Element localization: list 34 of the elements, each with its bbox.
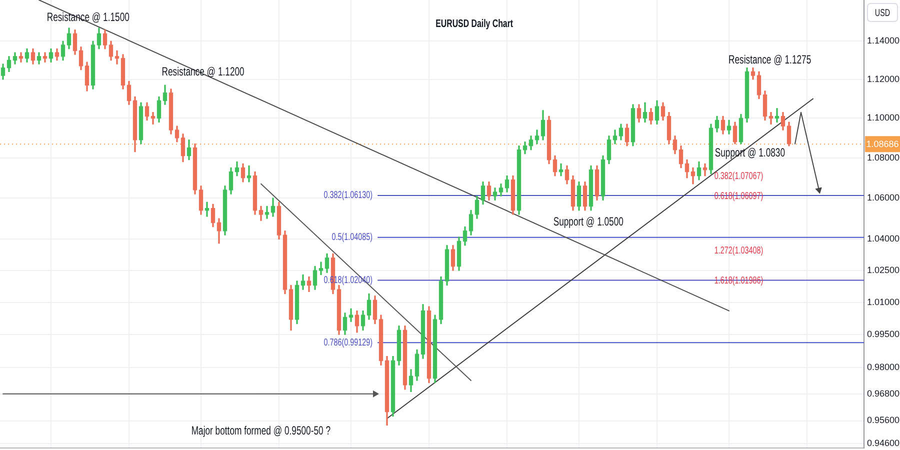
annotation: Support @ 1.0500 <box>553 216 624 229</box>
ref-line-label: 0.5(1.04085) <box>332 230 373 242</box>
ref-line-label: 0.786(0.99129) <box>324 336 373 348</box>
annotation: 1.272(1.03408) <box>714 244 764 256</box>
y-axis-title: USD <box>874 6 890 18</box>
y-tick-label: 1.08000 <box>867 152 900 162</box>
y-tick-label: 0.95600 <box>867 415 900 426</box>
y-tick-label: 0.98000 <box>867 362 900 372</box>
ref-line-label: 1.08686 <box>866 139 899 150</box>
y-tick-label: 1.14000 <box>867 36 900 46</box>
y-tick-label: 1.06000 <box>867 192 900 203</box>
candlestick <box>774 108 780 122</box>
candlestick <box>246 165 252 182</box>
ref-line-label: 0.382(1.06130) <box>324 189 373 200</box>
annotation: 0.382(1.07067) <box>714 170 764 182</box>
candlestick <box>702 163 708 176</box>
candlestick <box>768 112 774 124</box>
y-tick-label: 0.99500 <box>867 329 900 340</box>
candlestick <box>318 262 324 276</box>
candlestick <box>114 50 120 64</box>
y-tick-label: 1.01000 <box>867 296 900 307</box>
y-tick-label: 1.02500 <box>867 264 900 275</box>
y-tick-label: 1.10000 <box>867 112 900 123</box>
y-tick-label: 1.04000 <box>867 234 900 244</box>
annotation: Resistance @ 1.1275 <box>728 54 812 67</box>
y-tick-label: 0.96800 <box>867 388 900 398</box>
annotation: Major bottom formed @ 0.9500-50 ? <box>191 425 331 438</box>
candlestick <box>558 163 564 176</box>
y-tick-label: 1.12000 <box>867 74 900 84</box>
candlestick <box>264 206 270 219</box>
annotation: Resistance @ 1.1200 <box>162 66 244 79</box>
candlestick <box>150 112 156 124</box>
text: EURUSD Daily Chart <box>436 18 514 30</box>
y-tick-label: 0.94600 <box>867 438 900 448</box>
